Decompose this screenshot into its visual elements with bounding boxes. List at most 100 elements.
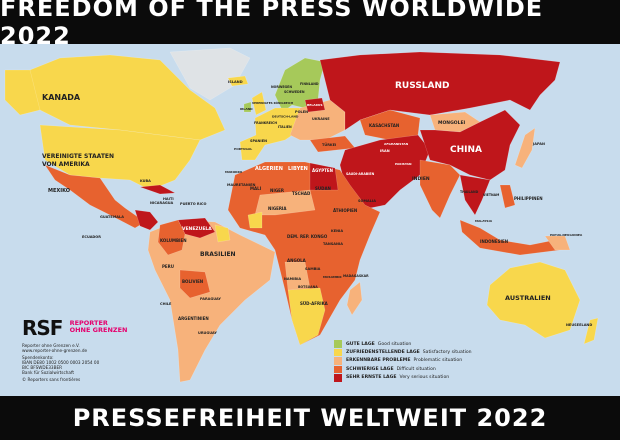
region-russia	[319, 51, 561, 131]
iban: IBAN DE80 1002 0500 0003 2054 00	[22, 360, 100, 365]
region-canada	[27, 54, 226, 141]
swatch-difficult	[334, 365, 342, 374]
label-ecuador: ECUADOR	[82, 235, 101, 239]
legend-en: Satisfactory situation	[422, 350, 472, 356]
label-pakistan: PAKISTAN	[395, 162, 412, 166]
label-brasilien: BRASILIEN	[200, 251, 236, 258]
label-haiti: HAITI	[163, 197, 174, 201]
label-uk: VEREINIGTES KÖNIGREICH	[252, 100, 294, 105]
label-algerien: ALGERIEN	[255, 166, 283, 172]
legend-de: SEHR ERNSTE LAGE	[346, 375, 397, 381]
label-madagaskar: MADAGASKAR	[343, 274, 369, 278]
legend-de: SCHWIERIGE LAGE	[346, 366, 394, 372]
region-sahel	[254, 189, 316, 216]
label-finnland: FINNLAND	[300, 82, 319, 86]
label-sambia: SAMBIA	[305, 267, 321, 271]
label-norwegen: NORWEGEN	[271, 85, 292, 89]
bank: Bank für Sozialwirtschaft	[22, 370, 75, 375]
rsf-logo-block: RSF REPORTER OHNE GRENZEN Reporter ohne …	[22, 316, 162, 382]
label-tansania: TANSANIA	[323, 242, 343, 246]
label-argentinien: ARGENTINIEN	[178, 316, 209, 321]
region-ireland	[243, 101, 252, 113]
label-tschad: TSCHAD	[292, 191, 311, 196]
label-vietnam: VIETNAM	[483, 193, 499, 197]
label-iran: IRAN	[380, 149, 390, 153]
label-namibia: NAMIBIA	[284, 277, 301, 281]
legend-de: ZUFRIEDENSTELLENDE LAGE	[346, 350, 420, 356]
label-puerto-rico: PUERTO RICO	[180, 202, 206, 206]
label-suedafrika: SÜD-AFRIKA	[300, 301, 329, 306]
legend-en: Problematic situation	[413, 358, 463, 364]
legend-item-problematic: ERKENNBARE PROBLEME Problematic situation	[334, 357, 472, 365]
legend-item-satisfactory: ZUFRIEDENSTELLENDE LAGE Satisfactory situ…	[334, 348, 472, 357]
swatch-problematic	[334, 357, 342, 365]
label-kenia: KENIA	[331, 229, 343, 233]
label-usa-1: VEREINIGTE STAATEN	[42, 153, 114, 160]
rsf-name-line1: REPORTER	[69, 319, 108, 327]
legend-en: Very serious situation	[399, 375, 450, 381]
legend-item-difficult: SCHWIERIGE LAGE Difficult situation	[334, 365, 472, 374]
label-malaysia: MALAYSIA	[475, 219, 493, 223]
region-colombia	[157, 219, 186, 256]
label-mongolei: MONGOLEI	[438, 120, 466, 126]
label-afghanistan: AFGHANISTAN	[384, 142, 409, 146]
label-belarus: BELARUS	[307, 103, 322, 107]
label-paraguay: PARAGUAY	[200, 297, 221, 301]
region-philippines	[499, 184, 516, 209]
label-schweden: SCHWEDEN	[284, 90, 305, 94]
label-somalia: SOMALIA	[358, 199, 376, 203]
label-mauretanien: MAURETANIEN	[227, 183, 255, 187]
region-southern-africa	[287, 287, 326, 346]
label-tuerkei: TÜRKEI	[322, 142, 336, 147]
legend-item-good: GUTE LAGE Good situation	[334, 340, 472, 348]
rsf-logo[interactable]: RSF REPORTER OHNE GRENZEN	[22, 316, 162, 340]
rsf-mark: RSF	[22, 316, 63, 340]
footer-title: PRESSEFREIHEIT WELTWEIT 2022	[0, 396, 620, 440]
label-indien: INDIEN	[412, 176, 430, 182]
bic: BIC BFSWDE33BER	[22, 365, 62, 370]
label-australien: AUSTRALIEN	[505, 294, 551, 302]
copyright: © Reporters sans frontières	[22, 377, 81, 382]
org-website-link[interactable]: www.reporter-ohne-grenzen.de	[22, 348, 88, 353]
label-aegypten: ÄGYPTEN	[312, 168, 333, 173]
label-venezuela: VENEZUELA	[182, 226, 212, 232]
region-japan	[514, 127, 536, 169]
region-egypt	[309, 162, 339, 191]
label-libyen: LIBYEN	[288, 166, 308, 172]
label-sudan: SUDAN	[315, 186, 331, 191]
region-cuba	[139, 184, 176, 195]
rsf-address: Reporter ohne Grenzen e.V. www.reporter-…	[22, 343, 162, 382]
label-polen: POLEN	[295, 110, 308, 114]
label-mali: MALI	[250, 186, 262, 191]
label-island: ISLAND	[228, 80, 243, 84]
region-ivory-coast	[247, 211, 263, 229]
label-papua: PAPUA-NEUGUINEA	[550, 233, 583, 237]
region-guyana	[214, 224, 231, 243]
label-bolivien: BOLIVIEN	[182, 279, 203, 284]
legend-de: ERKENNBARE PROBLEME	[346, 358, 411, 364]
region-papua	[544, 235, 571, 251]
region-bolivia	[179, 269, 211, 299]
region-madagascar	[346, 281, 363, 316]
label-kongo: DEM. REP. KONGO	[287, 234, 328, 239]
label-russland: RUSSLAND	[395, 81, 450, 91]
label-irland: IRLAND	[240, 107, 253, 111]
label-peru: PERU	[162, 264, 174, 269]
label-neuseeland: NEUSEELAND	[566, 323, 592, 327]
label-deutschland: DEUTSCH-LAND	[272, 115, 299, 119]
region-india	[419, 159, 461, 219]
label-portugal: PORTUGAL	[234, 147, 252, 151]
label-angola: ANGOLA	[287, 258, 307, 263]
label-china: CHINA	[450, 145, 482, 155]
legend-de: GUTE LAGE	[346, 341, 375, 347]
legend-en: Good situation	[377, 341, 412, 347]
label-italien: ITALIEN	[278, 125, 292, 129]
label-spanien: SPANIEN	[250, 139, 267, 143]
label-saudi: SAUDI-ARABIEN	[346, 172, 375, 176]
label-thailand: THAILAND	[460, 190, 479, 194]
donation-label: Spendenkonto:	[22, 355, 54, 360]
label-usa-2: VON AMERIKA	[42, 161, 90, 168]
label-marokko: MAROKKO	[225, 170, 243, 174]
region-angola	[284, 261, 311, 291]
region-belarus	[304, 97, 326, 113]
